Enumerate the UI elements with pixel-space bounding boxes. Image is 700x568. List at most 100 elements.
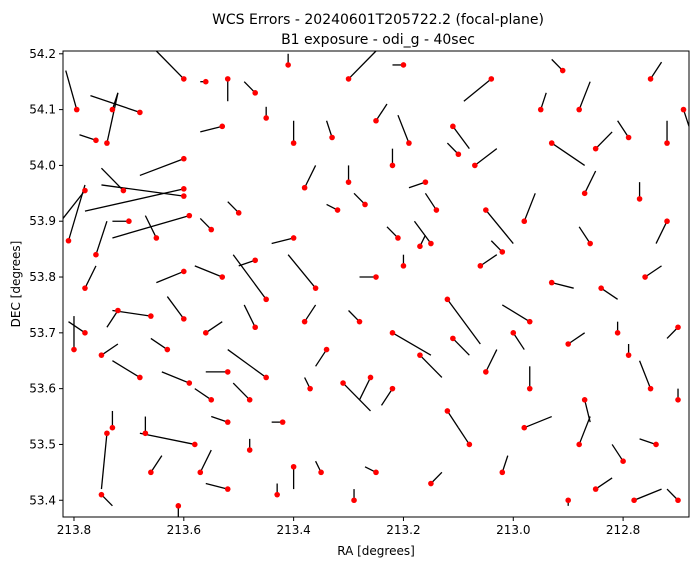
y-tick-label: 54.0 — [29, 158, 56, 172]
source-point — [472, 162, 478, 169]
source-point — [235, 210, 242, 216]
error-vector — [144, 215, 157, 239]
error-vector — [578, 226, 591, 244]
error-vector — [315, 349, 328, 367]
source-point — [576, 106, 582, 113]
error-vector — [65, 70, 78, 110]
source-point — [312, 285, 319, 291]
source-point — [422, 179, 429, 185]
source-point — [499, 469, 506, 476]
source-point — [345, 76, 352, 82]
error-vector — [139, 158, 185, 177]
source-point — [373, 469, 379, 476]
error-vector — [156, 270, 185, 284]
error-vector — [232, 254, 267, 300]
error-vector — [106, 92, 119, 144]
error-vector — [325, 120, 333, 138]
error-vector — [501, 455, 509, 473]
source-point — [367, 374, 374, 381]
error-vector — [524, 415, 552, 429]
source-point — [224, 369, 231, 375]
source-point — [664, 140, 670, 146]
error-vector — [452, 337, 470, 356]
source-point — [246, 447, 253, 453]
source-point — [263, 374, 269, 381]
source-point — [428, 480, 434, 487]
source-point — [581, 397, 588, 403]
source-point — [362, 201, 368, 208]
error-vector — [95, 221, 108, 255]
source-point — [137, 374, 143, 381]
error-vector — [397, 114, 410, 144]
error-vector — [567, 332, 586, 345]
source-point — [395, 235, 401, 241]
error-vector — [155, 50, 185, 80]
source-point — [98, 491, 105, 498]
error-vector — [287, 254, 317, 289]
source-point — [279, 419, 286, 425]
x-tick-label: 213.8 — [57, 523, 91, 537]
x-tick-label: 212.8 — [606, 523, 640, 537]
error-vector — [271, 237, 294, 245]
source-point — [290, 235, 297, 241]
source-point — [675, 497, 681, 504]
error-vector — [194, 265, 223, 278]
source-point — [186, 212, 193, 219]
source-point — [565, 497, 571, 504]
source-point — [181, 76, 187, 82]
source-point — [576, 441, 582, 448]
error-vector — [243, 304, 256, 328]
error-vector — [139, 432, 195, 446]
error-vector — [166, 296, 185, 320]
source-points — [65, 62, 687, 509]
source-point — [351, 497, 357, 504]
source-point — [191, 441, 198, 448]
source-point — [224, 486, 231, 492]
source-point — [521, 424, 528, 431]
error-vector — [485, 209, 514, 244]
error-vector — [638, 360, 652, 389]
error-vector — [474, 148, 498, 166]
source-point — [345, 179, 352, 185]
source-point — [290, 140, 297, 146]
source-point — [137, 109, 143, 116]
source-point — [307, 385, 313, 392]
source-point — [483, 369, 489, 375]
source-point — [73, 106, 80, 113]
x-tick-label: 213.2 — [386, 523, 420, 537]
source-point — [82, 285, 88, 291]
error-vector — [100, 433, 108, 490]
source-point — [93, 137, 99, 144]
y-axis-ticks: 53.4 53.5 53.6 53.7 53.8 53.9 54.0 54.1 54.2 — [29, 47, 63, 507]
source-point — [175, 503, 182, 509]
source-point — [373, 274, 379, 280]
source-point — [642, 274, 648, 280]
error-vector — [424, 192, 437, 211]
source-point — [444, 296, 451, 303]
error-vector — [644, 265, 662, 278]
error-vector — [232, 382, 251, 401]
error-vector — [595, 477, 613, 490]
source-point — [82, 330, 88, 336]
source-point — [93, 251, 99, 258]
error-vector — [67, 184, 86, 241]
source-point — [587, 240, 593, 247]
source-point — [466, 441, 473, 448]
source-point — [153, 235, 160, 241]
source-point — [120, 187, 127, 194]
source-point — [224, 76, 231, 82]
error-vector — [200, 125, 223, 133]
source-point — [647, 385, 654, 392]
source-point — [680, 106, 687, 113]
source-point — [675, 324, 681, 331]
x-axis-ticks: 213.8 213.6 213.4 213.2 213.0 212.8 — [57, 517, 640, 537]
error-vector — [633, 488, 662, 501]
error-vector — [194, 388, 212, 401]
y-tick-label: 53.4 — [29, 493, 56, 507]
source-point — [521, 218, 528, 225]
error-vector — [408, 181, 426, 189]
error-vector — [485, 349, 498, 373]
source-point — [334, 207, 341, 213]
source-point — [389, 162, 396, 169]
source-point — [219, 274, 226, 280]
